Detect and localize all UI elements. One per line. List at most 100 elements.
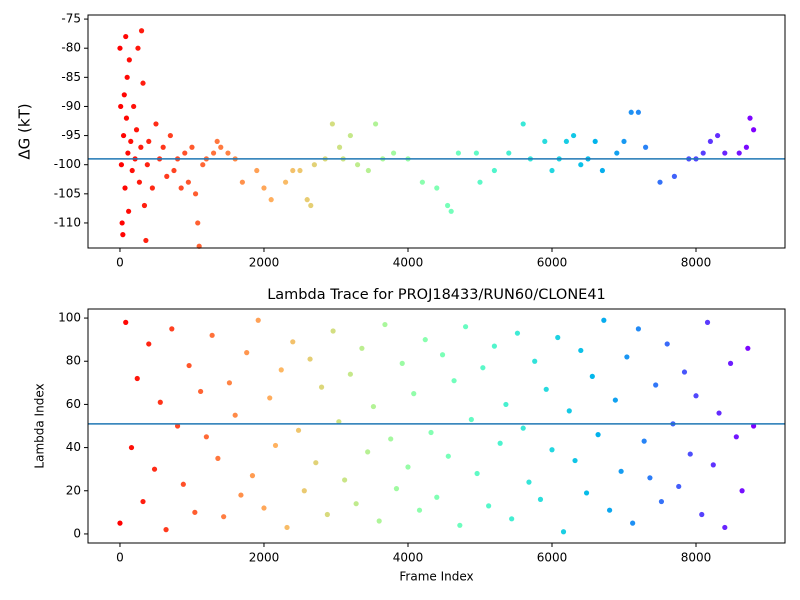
point [254,167,260,174]
point [282,179,289,185]
y-tick-label: -100 [54,157,81,171]
point [120,132,127,139]
point [419,179,425,185]
point [198,388,204,395]
point [163,527,169,533]
point [416,507,423,513]
point [238,492,244,498]
y-tick-label: -110 [54,215,81,229]
point [218,144,224,150]
point [164,173,170,179]
point [329,121,335,127]
point [630,520,636,526]
point [365,449,371,455]
point [354,162,361,168]
point [123,319,129,325]
point [244,350,250,356]
point [751,423,757,429]
point [372,121,379,127]
point [297,167,303,174]
point [146,138,152,145]
point [733,434,739,440]
point [118,103,124,110]
point [182,150,188,156]
point [393,486,400,492]
point [699,511,705,518]
point [542,138,548,145]
point [128,138,134,145]
point [318,384,325,390]
point [506,150,512,156]
y-tick-label: -80 [61,41,81,55]
point [526,479,532,485]
point [125,150,131,156]
point [722,150,728,156]
point [239,179,245,185]
point [272,442,279,449]
point [313,460,319,466]
point [462,324,469,330]
point [592,138,598,145]
point [451,378,457,384]
point [140,498,146,505]
point [664,341,670,347]
point [570,132,577,139]
point [307,356,313,362]
point [200,162,206,168]
y-axis-label: ΔG (kT) [16,103,34,159]
chart-title: Lambda Trace for PROJ18433/RUN60/CLONE41 [267,287,606,303]
point [221,514,227,520]
point [549,167,555,174]
point [118,162,125,168]
point [700,150,706,156]
x-tick-label: 4000 [393,256,424,270]
point [445,453,451,459]
point [560,529,567,535]
point [388,436,394,442]
point [157,399,163,405]
y-tick-label: -85 [61,70,81,84]
point [261,505,267,511]
point [390,150,397,156]
point [653,382,659,388]
point [195,220,201,226]
point [124,74,130,80]
point [715,132,721,139]
point [736,150,742,156]
point [353,501,359,507]
point [324,511,330,518]
point [382,321,388,328]
point [491,343,497,349]
point [140,80,146,86]
point [128,444,135,451]
point [144,162,150,168]
x-tick-label: 6000 [537,551,568,565]
point [606,507,613,513]
point [448,208,454,214]
point [601,317,607,323]
point [215,455,221,461]
point [232,412,238,418]
point [278,367,284,373]
point [566,408,572,414]
point [121,92,127,98]
point [473,150,479,156]
point [192,191,199,197]
point [722,524,728,531]
point [743,144,750,150]
point [261,185,267,191]
plot-frame [87,14,786,249]
point [589,373,595,379]
point [578,162,584,168]
point [138,28,145,34]
point [284,524,290,531]
point [180,481,186,487]
point [119,220,125,226]
point [614,150,620,156]
point [359,345,365,351]
point [549,447,555,453]
point [444,202,451,209]
point [428,429,434,436]
point [747,115,753,121]
point [514,330,521,336]
